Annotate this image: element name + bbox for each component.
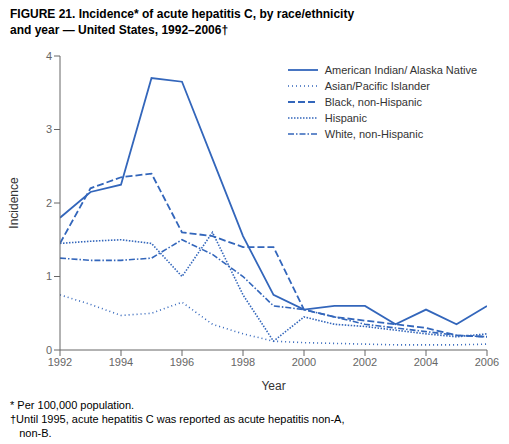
- html-text:and year — United States, 1992: and year — United States, 1992–2006†: [10, 23, 229, 37]
- svg-text:0: 0: [46, 344, 52, 356]
- svg-text:1998: 1998: [231, 356, 255, 368]
- svg-text:3: 3: [46, 123, 52, 135]
- svg-text:2: 2: [46, 197, 52, 209]
- html-text:Hispanic: Hispanic: [324, 112, 367, 124]
- svg-text:2004: 2004: [414, 356, 438, 368]
- svg-text:1994: 1994: [109, 356, 133, 368]
- svg-text:2006: 2006: [475, 356, 499, 368]
- svg-text:Year: Year: [261, 379, 285, 393]
- html-text:†Until 1995, acute hepatitis C: †Until 1995, acute hepatitis C was repor…: [10, 413, 345, 425]
- html-text:non-B.: non-B.: [10, 427, 52, 439]
- html-text:* Per 100,000 population.: * Per 100,000 population.: [10, 399, 135, 411]
- html-text:Black, non-Hispanic: Black, non-Hispanic: [324, 96, 422, 108]
- svg-text:2000: 2000: [292, 356, 316, 368]
- svg-text:Incidence: Incidence: [8, 177, 21, 229]
- html-text:American Indian/ Alaska Native: American Indian/ Alaska Native: [324, 64, 477, 76]
- html-text:Asian/Pacific Islander: Asian/Pacific Islander: [324, 80, 430, 92]
- html-text:FIGURE 21. Incidence* of acute: FIGURE 21. Incidence* of acute hepatitis…: [10, 7, 355, 21]
- svg-text:4: 4: [46, 50, 52, 62]
- svg-text:1992: 1992: [48, 356, 72, 368]
- svg-text:1: 1: [46, 270, 52, 282]
- svg-text:2002: 2002: [353, 356, 377, 368]
- svg-text:1996: 1996: [170, 356, 194, 368]
- html-text:White, non-Hispanic: White, non-Hispanic: [324, 128, 424, 140]
